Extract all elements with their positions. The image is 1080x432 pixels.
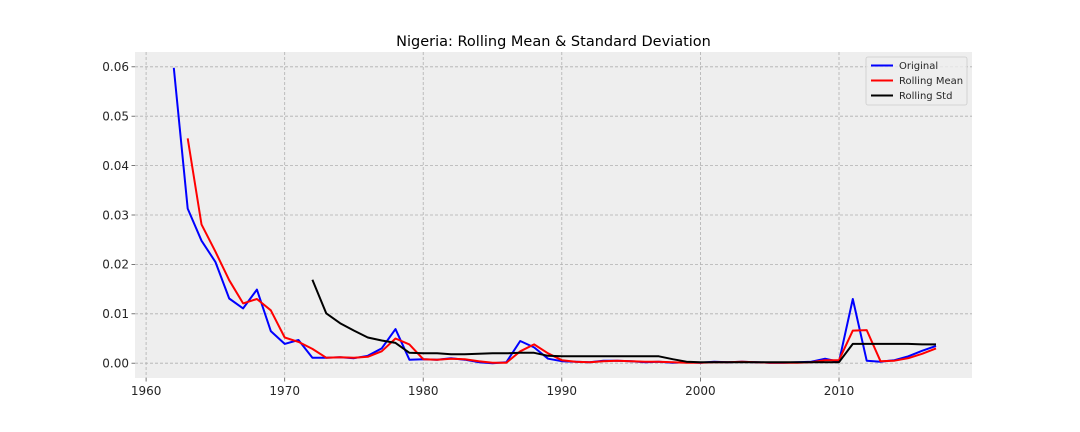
- series-line-rolling-std: [311, 279, 936, 364]
- x-tick-label: 1980: [408, 384, 439, 398]
- x-tick-label: 1990: [547, 384, 578, 398]
- y-tick-label: 0.05: [102, 110, 129, 124]
- x-tick-label: 2000: [685, 384, 716, 398]
- legend-label-original: Original: [899, 61, 938, 72]
- x-axis-ticks: 1960 1970 1980 1990 2000 2010: [131, 378, 854, 398]
- y-tick-label: 0.02: [102, 258, 129, 272]
- x-tick-label: 1960: [131, 384, 162, 398]
- y-tick-label: 0.01: [102, 307, 129, 321]
- y-tick-label: 0.06: [102, 60, 129, 74]
- y-axis-ticks: 0.00 0.01 0.02 0.03 0.04 0.05 0.06: [102, 60, 135, 371]
- legend-label-rolling-mean: Rolling Mean: [899, 76, 963, 87]
- y-tick-label: 0.04: [102, 159, 129, 173]
- series-lines: [172, 67, 937, 365]
- x-tick-label: 1970: [269, 384, 300, 398]
- grid-lines: [135, 52, 972, 378]
- legend-label-rolling-std: Rolling Std: [899, 91, 952, 102]
- y-tick-label: 0.00: [102, 357, 129, 371]
- x-tick-label: 2010: [824, 384, 855, 398]
- legend-box: [865, 56, 968, 106]
- legend: Original Rolling Mean Rolling Std: [865, 56, 968, 106]
- y-tick-label: 0.03: [102, 208, 129, 222]
- chart-title: Nigeria: Rolling Mean & Standard Deviati…: [396, 34, 711, 50]
